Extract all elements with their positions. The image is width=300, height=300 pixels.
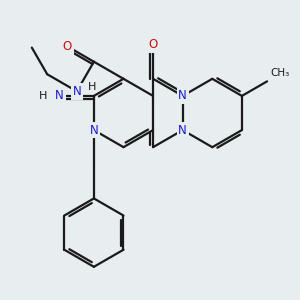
Text: N: N [178, 89, 187, 102]
Text: H: H [39, 91, 48, 101]
Text: H: H [88, 82, 96, 92]
Text: N: N [178, 124, 187, 136]
Text: N: N [89, 124, 98, 136]
Text: O: O [63, 40, 72, 53]
Text: N: N [55, 89, 64, 102]
Text: CH₃: CH₃ [270, 68, 289, 78]
Text: N: N [72, 85, 81, 98]
Text: O: O [148, 38, 158, 51]
